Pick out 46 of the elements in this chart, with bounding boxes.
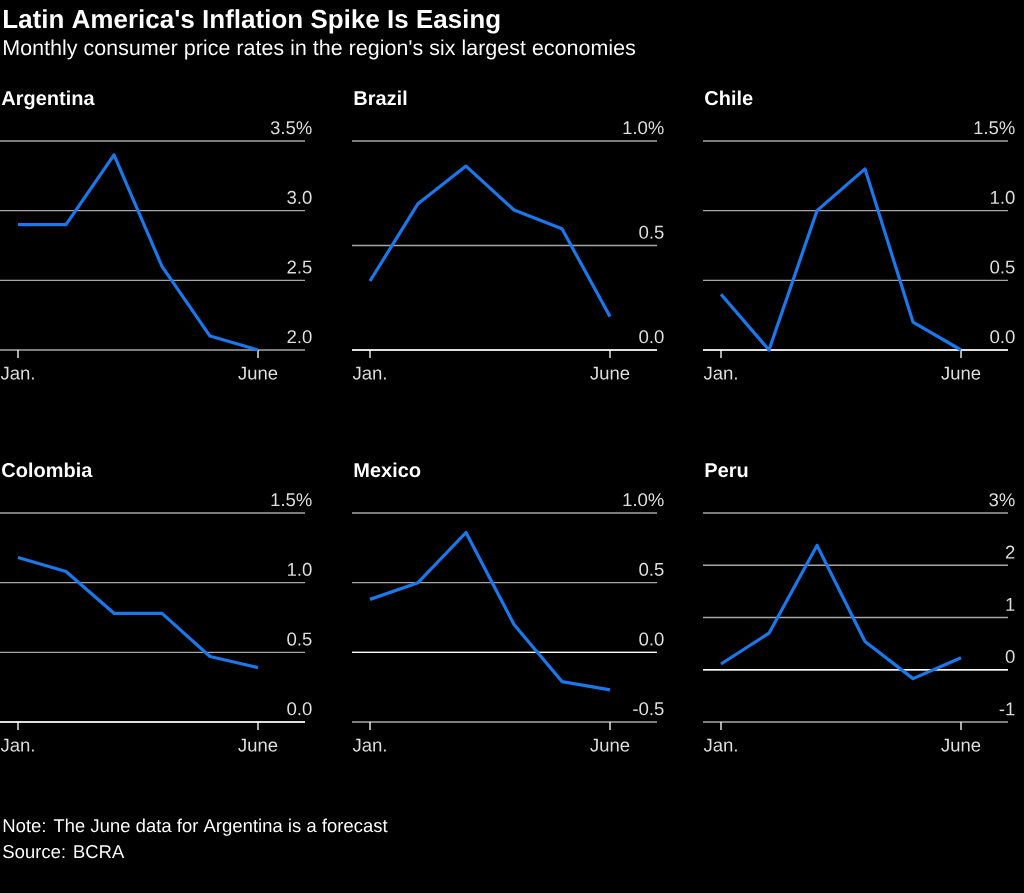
x-tick-label: June	[238, 738, 278, 752]
chart-title: Mexico	[354, 462, 421, 478]
source-note: Source: BCRA	[3, 845, 125, 859]
y-tick-label: 0.0	[287, 702, 312, 716]
y-tick-label: 1.0	[287, 562, 312, 576]
x-tick-label: June	[941, 366, 981, 380]
y-tick-label: 1	[1006, 598, 1015, 611]
y-tick-label: 0.5	[639, 225, 664, 239]
text: Monthly consumer price rates in the region's six largest economies	[4, 39, 636, 60]
x-tick-label: June	[590, 366, 630, 380]
y-tick-label: 1.5%	[271, 493, 312, 507]
x-tick-label: Jan.	[703, 738, 737, 752]
text: Latin America's Inflation Spike Is Easing	[4, 9, 500, 34]
y-tick-label: 2.0	[287, 330, 312, 344]
y-tick-label: 0.0	[639, 632, 664, 646]
text: Note: The June data for Argentina is a forecast	[3, 818, 388, 836]
chart-title: Peru	[705, 463, 748, 478]
y-tick-label: 2.5	[287, 260, 312, 274]
y-tick-label: 1.0%	[623, 493, 664, 507]
y-tick-label: 1.5%	[974, 121, 1015, 135]
y-tick-label: 0.0	[990, 330, 1015, 344]
x-tick-label: Jan.	[352, 366, 386, 380]
y-tick-label: -0.5	[633, 702, 664, 716]
y-tick-label: 3.5%	[270, 121, 312, 135]
chart-title: Colombia	[2, 462, 93, 478]
x-tick-label: June	[590, 738, 630, 752]
x-tick-label: Jan.	[352, 738, 386, 752]
y-tick-label: 0.5	[990, 260, 1015, 274]
x-tick-label: Jan.	[703, 366, 737, 380]
chart-title: Chile	[705, 90, 753, 106]
y-tick-label: 3.0	[287, 190, 312, 204]
y-tick-label: 0.5	[639, 562, 664, 576]
y-tick-label: 0.5	[287, 632, 312, 646]
x-tick-label: Jan.	[0, 738, 34, 752]
y-tick-label: 1.0%	[623, 121, 664, 135]
chart-title: Brazil	[354, 90, 407, 106]
y-tick-label: 2	[1005, 545, 1015, 559]
y-tick-label: 0	[1005, 649, 1015, 664]
x-tick-label: June	[238, 366, 278, 380]
y-tick-label: -1	[999, 702, 1015, 716]
x-tick-label: June	[941, 738, 981, 752]
y-tick-label: 1.0	[990, 190, 1015, 204]
x-tick-label: Jan.	[0, 366, 34, 380]
chart-title: Argentina	[1, 90, 95, 110]
y-tick-label: 3%	[989, 493, 1015, 507]
y-tick-label: 0.0	[639, 330, 664, 344]
